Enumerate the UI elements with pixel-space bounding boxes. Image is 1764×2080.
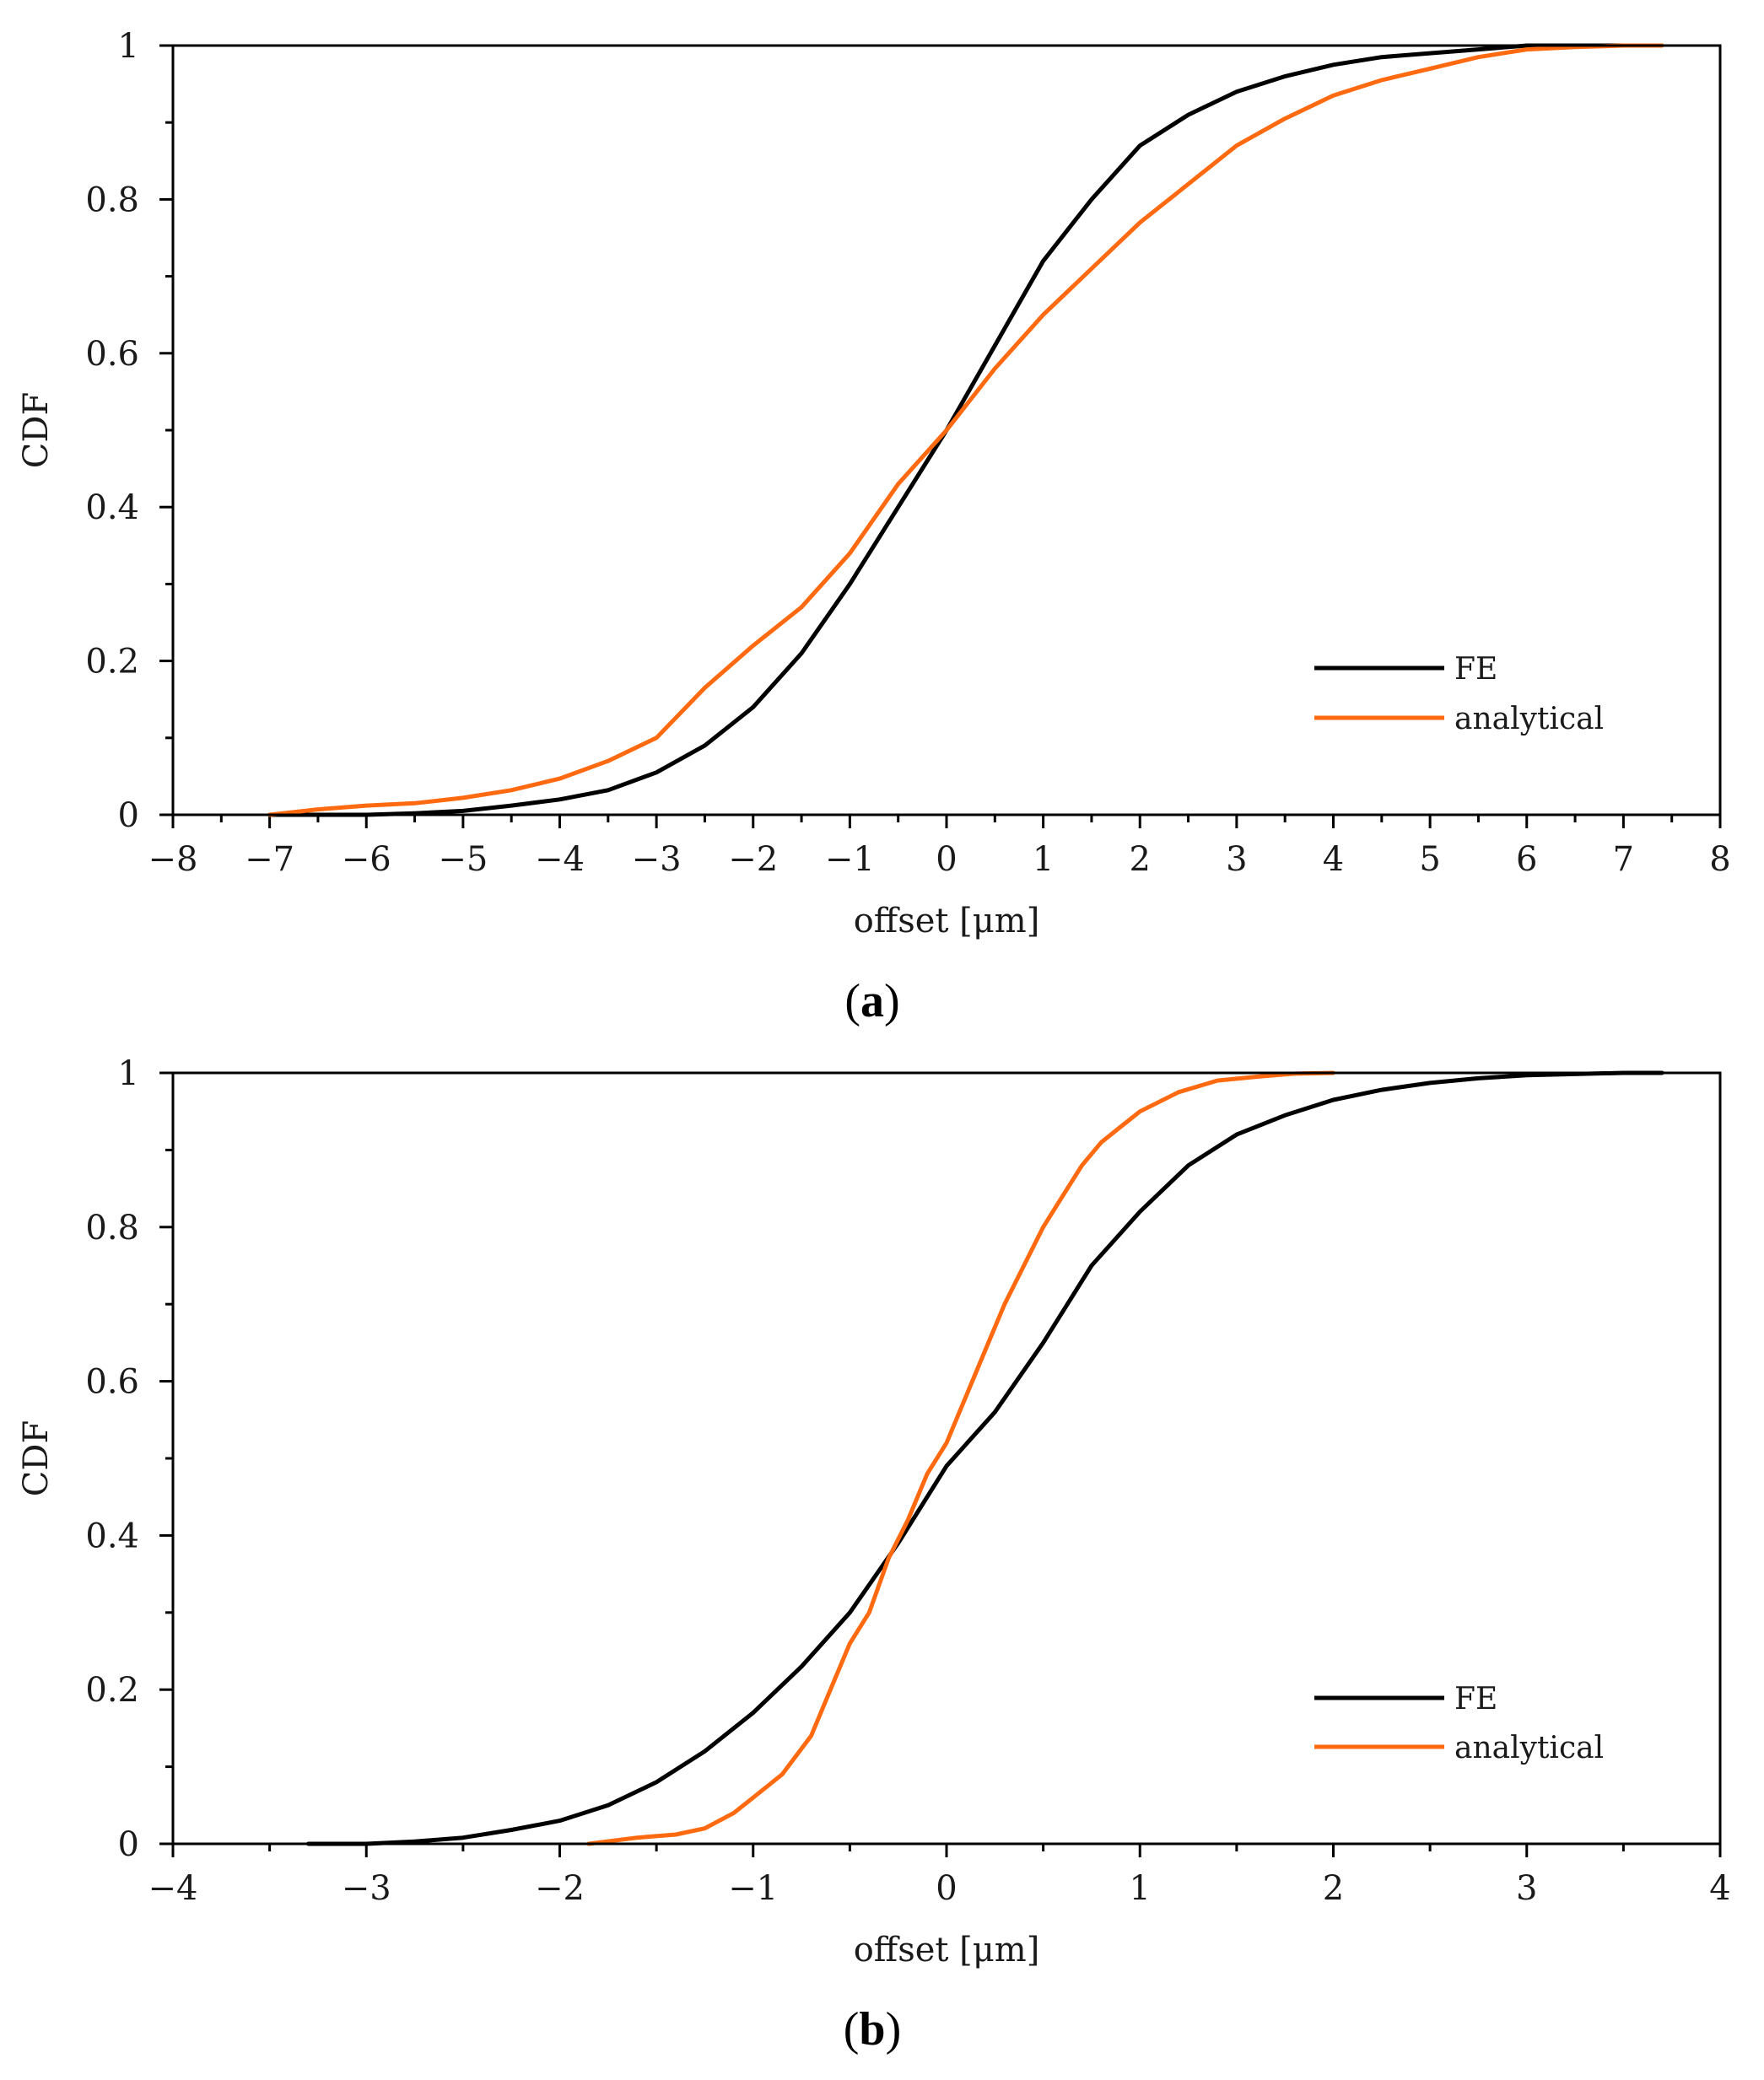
panel-b-y-tick-label: 0.2 bbox=[85, 1671, 139, 1710]
panel-b-caption-open: ( bbox=[844, 2003, 860, 2056]
panel-b-x-tick-label: −1 bbox=[728, 1869, 778, 1908]
panel-a: −8 −7 −6 −5 −4 −3 −2 −1 0 1 2 3 4 5 6 7 800.20.40.60.81 … bbox=[17, 27, 1731, 1027]
panel-b-x-tick-label: 4 bbox=[1709, 1869, 1730, 1908]
panel-a-x-tick-label: 1 bbox=[1033, 840, 1054, 879]
panel-b-legend-label-fe: FE bbox=[1454, 1682, 1497, 1716]
panel-a-x-tick-label: −3 bbox=[632, 840, 682, 879]
panel-a-plot-frame bbox=[171, 44, 1722, 816]
panel-b-marks: −4 −3 −2 −1 0 1 2 3 4 0 0.2 0.4 0.6 0.8 1 bbox=[85, 1054, 1730, 1908]
panel-a-caption-letter: a bbox=[860, 975, 884, 1027]
panel-a-x-tick-label: 6 bbox=[1516, 840, 1537, 879]
panel-a-x-tick-label: −5 bbox=[438, 840, 488, 879]
panel-b-caption-close: ) bbox=[886, 2003, 902, 2056]
panel-a-y-tick-label: 0.2 bbox=[85, 643, 139, 682]
panel-a-x-tick-label: −2 bbox=[728, 840, 778, 879]
panel-a-legend: FE analytical bbox=[1314, 652, 1604, 736]
panel-b-caption: (b) bbox=[844, 2003, 901, 2056]
panel-b-y-tick-label: 0.4 bbox=[85, 1517, 139, 1555]
panel-b-legend: FE analytical bbox=[1314, 1682, 1604, 1765]
panel-b-y-tick-label: 0 bbox=[118, 1825, 139, 1864]
panel-b: −4 −3 −2 −1 0 1 2 3 400.20.40.60.81 offset [μm] … bbox=[17, 1054, 1731, 2056]
panel-b-y-tick-label: 0.8 bbox=[85, 1209, 139, 1247]
panel-a-legend-label-fe: FE bbox=[1454, 652, 1497, 687]
panel-a-y-tick-label: 0 bbox=[118, 796, 139, 835]
panel-b-caption-letter: b bbox=[859, 2003, 885, 2056]
panel-b-x-tick-label: −3 bbox=[342, 1869, 391, 1908]
panel-b-legend-label-analytical: analytical bbox=[1454, 1731, 1604, 1765]
panel-a-x-tick-label: 2 bbox=[1130, 840, 1151, 879]
panel-a-y-tick-label: 0.4 bbox=[85, 488, 139, 527]
panel-a-x-tick-label: 5 bbox=[1419, 840, 1440, 879]
panel-b-series-fe-line bbox=[306, 1070, 1664, 1846]
panel-a-marks: −8 −7 −6 −5 −4 −3 −2 −1 0 1 2 3 4 5 6 7 8 0 0.2 0.4 0.6 0.8 1 bbox=[85, 27, 1730, 879]
panel-a-x-tick-label: −8 bbox=[148, 840, 198, 879]
panel-b-x-axis-title: offset [μm] bbox=[854, 1931, 1040, 1970]
panel-a-y-tick-label: 0.8 bbox=[85, 181, 139, 219]
panel-b-x-tick-label: 1 bbox=[1130, 1869, 1151, 1908]
panel-a-caption-open: ( bbox=[844, 975, 860, 1027]
panel-b-x-tick-label: 3 bbox=[1516, 1869, 1537, 1908]
panel-a-y-axis-title: CDF bbox=[17, 392, 56, 468]
panel-b-plot-frame bbox=[171, 1071, 1722, 1846]
panel-a-x-tick-label: −7 bbox=[245, 840, 294, 879]
panel-a-caption: (a) bbox=[844, 975, 899, 1027]
panel-a-y-tick-label: 0.6 bbox=[85, 335, 139, 374]
panel-b-y-tick-label: 1 bbox=[118, 1054, 139, 1093]
panel-a-x-tick-label: 4 bbox=[1323, 840, 1344, 879]
panel-b-y-axis-title: CDF bbox=[17, 1420, 56, 1496]
panel-b-x-tick-label: 0 bbox=[936, 1869, 957, 1908]
panel-a-legend-label-analytical: analytical bbox=[1454, 702, 1604, 736]
panel-a-x-tick-label: −6 bbox=[342, 840, 391, 879]
panel-a-x-tick-label: 7 bbox=[1613, 840, 1634, 879]
panel-b-x-tick-label: 2 bbox=[1323, 1869, 1344, 1908]
panel-a-x-axis-title: offset [μm] bbox=[854, 902, 1040, 940]
panel-a-x-tick-label: −4 bbox=[535, 840, 585, 879]
panel-a-caption-close: ) bbox=[884, 975, 900, 1027]
panel-a-series-analytical-line bbox=[267, 43, 1664, 817]
panel-b-x-tick-label: −4 bbox=[148, 1869, 198, 1908]
panel-b-y-tick-label: 0.6 bbox=[85, 1363, 139, 1402]
panel-a-x-tick-label: 8 bbox=[1709, 840, 1730, 879]
panel-a-x-tick-label: 0 bbox=[936, 840, 957, 879]
panel-b-series-analytical-line bbox=[586, 1070, 1335, 1846]
panel-a-x-tick-label: 3 bbox=[1226, 840, 1247, 879]
panel-b-x-tick-label: −2 bbox=[535, 1869, 585, 1908]
panel-a-y-tick-label: 1 bbox=[118, 27, 139, 66]
panel-a-x-tick-label: −1 bbox=[825, 840, 875, 879]
